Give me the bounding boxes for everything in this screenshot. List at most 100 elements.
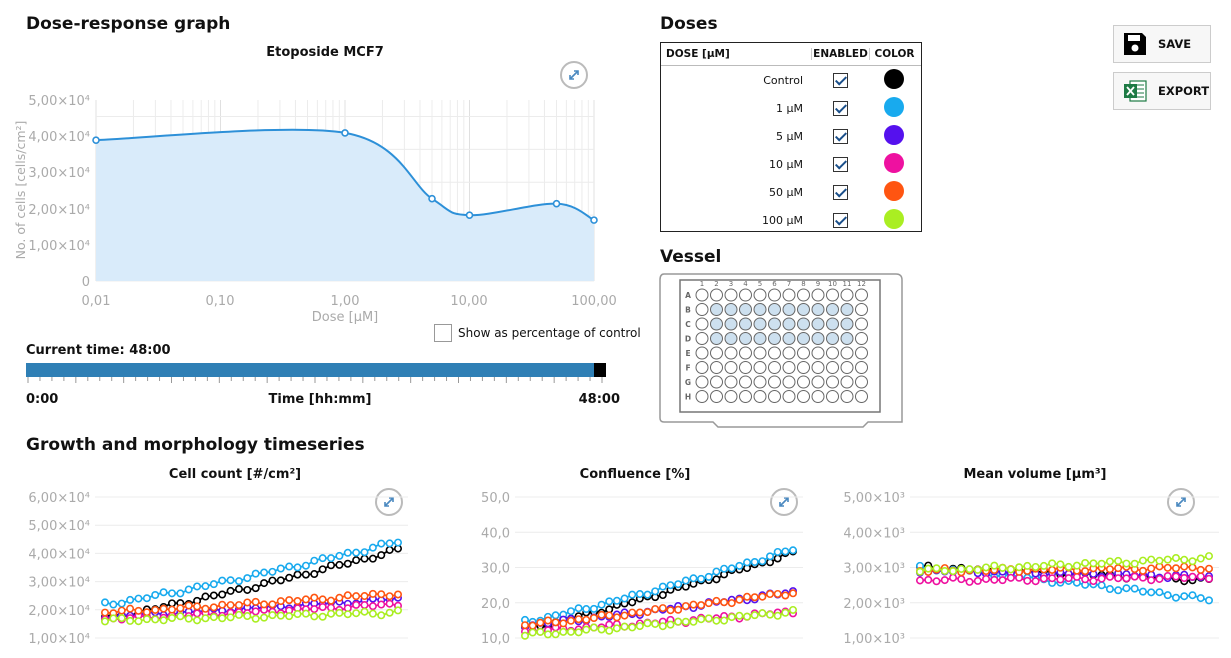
plate-well[interactable]	[695, 346, 709, 360]
series-point[interactable]	[651, 587, 660, 596]
series-point[interactable]	[1039, 561, 1048, 570]
series-point[interactable]	[559, 627, 568, 636]
plate-well[interactable]	[811, 303, 825, 316]
plate-well[interactable]	[811, 332, 825, 345]
series-point[interactable]	[151, 590, 160, 599]
series-point[interactable]	[1122, 559, 1131, 568]
series-point[interactable]	[126, 604, 135, 613]
series-point[interactable]	[385, 599, 394, 608]
series-point[interactable]	[551, 630, 560, 639]
series-point[interactable]	[301, 561, 310, 570]
series-point[interactable]	[218, 590, 227, 599]
series-point[interactable]	[285, 573, 294, 582]
series-point[interactable]	[674, 617, 683, 626]
plate-well[interactable]	[753, 361, 767, 374]
series-point[interactable]	[973, 565, 982, 574]
plate-well[interactable]	[840, 390, 854, 403]
series-point[interactable]	[1196, 594, 1205, 603]
series-point[interactable]	[643, 619, 652, 628]
plate-well[interactable]	[855, 361, 868, 374]
plate-well[interactable]	[782, 375, 796, 389]
series-point[interactable]	[750, 611, 759, 620]
series-point[interactable]	[352, 548, 361, 557]
series-point[interactable]	[301, 595, 310, 604]
series-point[interactable]	[226, 576, 235, 585]
plate-well[interactable]	[811, 317, 825, 331]
series-point[interactable]	[293, 570, 302, 579]
series-point[interactable]	[260, 568, 269, 577]
series-point[interactable]	[176, 589, 185, 598]
series-point[interactable]	[559, 619, 568, 628]
series-point[interactable]	[521, 631, 530, 640]
plate-well[interactable]	[826, 361, 839, 374]
plate-well[interactable]	[753, 332, 767, 345]
series-point[interactable]	[1180, 592, 1189, 601]
series-point[interactable]	[393, 590, 402, 599]
plate-well[interactable]	[855, 390, 868, 403]
series-point[interactable]	[201, 592, 210, 601]
series-point[interactable]	[134, 594, 143, 603]
series-point[interactable]	[234, 585, 243, 594]
series-point[interactable]	[1180, 574, 1189, 583]
series-point[interactable]	[735, 611, 744, 620]
series-point[interactable]	[234, 610, 243, 619]
plate-well[interactable]	[826, 303, 839, 316]
series-point[interactable]	[335, 551, 344, 560]
series-point[interactable]	[301, 570, 310, 579]
plate-well[interactable]	[739, 390, 752, 403]
series-point[interactable]	[643, 590, 652, 599]
series-point[interactable]	[368, 589, 377, 598]
series-point[interactable]	[924, 564, 933, 573]
series-point[interactable]	[543, 630, 552, 639]
series-point[interactable]	[218, 600, 227, 609]
series-point[interactable]	[134, 617, 143, 626]
series-point[interactable]	[1023, 561, 1032, 570]
dose-color-swatch[interactable]	[884, 180, 904, 201]
plate-well[interactable]	[724, 375, 738, 389]
series-point[interactable]	[276, 564, 285, 573]
plate-well[interactable]	[855, 303, 868, 316]
series-point[interactable]	[589, 604, 598, 613]
series-point[interactable]	[327, 561, 336, 570]
series-point[interactable]	[628, 623, 637, 632]
dose-color-swatch[interactable]	[884, 208, 904, 229]
data-point[interactable]	[552, 199, 561, 208]
plate-well[interactable]	[782, 303, 796, 316]
series-point[interactable]	[758, 609, 767, 618]
plate-well[interactable]	[782, 390, 796, 403]
series-point[interactable]	[697, 601, 706, 610]
series-point[interactable]	[352, 592, 361, 601]
series-point[interactable]	[126, 595, 135, 604]
series-point[interactable]	[712, 616, 721, 625]
series-point[interactable]	[940, 576, 949, 585]
time-slider-handle[interactable]	[594, 363, 606, 377]
plate-well[interactable]	[811, 390, 825, 403]
data-point[interactable]	[590, 216, 598, 224]
series-point[interactable]	[234, 601, 243, 610]
series-point[interactable]	[243, 612, 252, 621]
series-point[interactable]	[377, 539, 386, 548]
series-point[interactable]	[1155, 588, 1164, 597]
data-point[interactable]	[465, 211, 474, 219]
series-point[interactable]	[327, 609, 336, 618]
series-point[interactable]	[612, 613, 621, 622]
series-point[interactable]	[566, 627, 575, 636]
series-point[interactable]	[689, 574, 698, 583]
series-point[interactable]	[327, 596, 336, 605]
series-point[interactable]	[318, 554, 327, 563]
percent-of-control-checkbox[interactable]	[434, 324, 452, 342]
series-point[interactable]	[965, 577, 974, 586]
series-point[interactable]	[352, 609, 361, 618]
series-point[interactable]	[360, 607, 369, 616]
plate-well[interactable]	[811, 375, 825, 389]
series-point[interactable]	[209, 603, 218, 612]
series-point[interactable]	[260, 579, 269, 588]
series-point[interactable]	[335, 593, 344, 602]
series-point[interactable]	[612, 596, 621, 605]
series-point[interactable]	[1196, 565, 1205, 574]
series-point[interactable]	[1097, 559, 1106, 568]
plate-well[interactable]	[695, 390, 709, 403]
series-point[interactable]	[293, 563, 302, 572]
dose-color-swatch[interactable]	[884, 68, 904, 89]
series-point[interactable]	[574, 604, 583, 613]
